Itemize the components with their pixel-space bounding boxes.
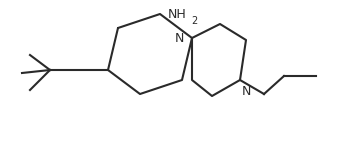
Text: 2: 2 [191, 16, 197, 26]
Text: N: N [175, 32, 184, 45]
Text: NH: NH [168, 8, 187, 21]
Text: N: N [242, 85, 251, 98]
